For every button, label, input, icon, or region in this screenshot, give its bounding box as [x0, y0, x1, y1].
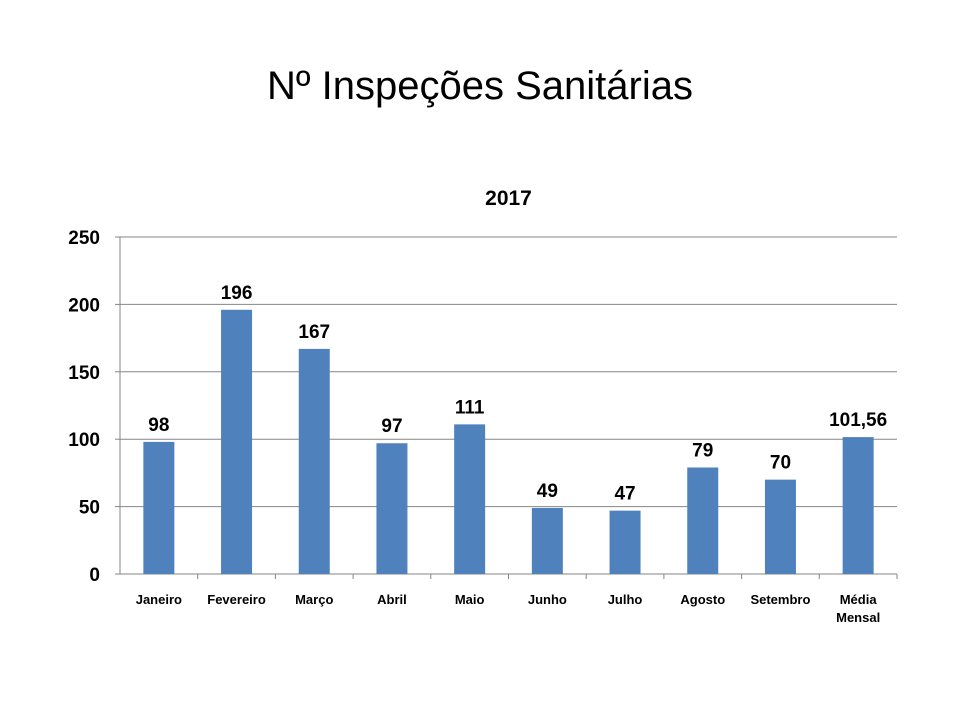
- x-tick-label: Mensal: [836, 610, 880, 625]
- y-tick-label: 50: [79, 498, 100, 519]
- bar: [609, 510, 641, 574]
- y-tick-label: 250: [68, 228, 100, 249]
- data-label: 49: [537, 481, 558, 502]
- x-tick-label: Agosto: [680, 592, 725, 607]
- data-label: 79: [692, 441, 713, 462]
- bar: [842, 437, 874, 574]
- data-label: 101,56: [829, 410, 887, 431]
- x-tick-label: Fevereiro: [207, 592, 266, 607]
- data-label: 47: [614, 484, 635, 505]
- x-tick-label: Setembro: [750, 592, 810, 607]
- data-label: 111: [455, 397, 485, 418]
- bar: [454, 424, 486, 574]
- bar: [298, 348, 330, 574]
- bar: [687, 467, 719, 574]
- data-label: 97: [381, 416, 402, 437]
- x-tick-label: Média: [840, 592, 878, 607]
- bar: [531, 507, 563, 574]
- bar: [376, 443, 408, 574]
- x-tick-label: Março: [295, 592, 333, 607]
- bar: [221, 309, 253, 574]
- x-tick-label: Maio: [455, 592, 485, 607]
- data-label: 196: [221, 283, 253, 304]
- x-tick-label: Abril: [377, 592, 407, 607]
- x-tick-label: Julho: [608, 592, 643, 607]
- y-tick-label: 0: [89, 565, 100, 586]
- x-tick-label: Junho: [528, 592, 567, 607]
- chart-title: 2017: [485, 187, 532, 210]
- bar: [764, 479, 796, 574]
- data-label: 167: [298, 322, 330, 343]
- bar: [143, 441, 175, 574]
- data-label: 98: [148, 415, 169, 436]
- x-tick-label: Janeiro: [136, 592, 182, 607]
- data-label: 70: [770, 453, 791, 474]
- page-title: Nº Inspeções Sanitárias: [267, 64, 693, 108]
- y-tick-label: 100: [68, 430, 100, 451]
- y-tick-label: 200: [68, 295, 100, 316]
- y-tick-label: 150: [68, 363, 100, 384]
